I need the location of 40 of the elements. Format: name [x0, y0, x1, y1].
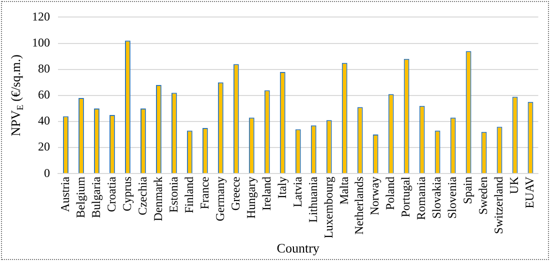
x-tick-label: Romania [414, 176, 428, 220]
x-tick-label: Croatia [104, 176, 118, 212]
x-tick-label: Bulgaria [88, 176, 103, 218]
x-tick-label: Norway [368, 176, 382, 216]
x-tick-label: Greece [228, 176, 242, 211]
x-tick-label: UK [507, 176, 522, 194]
y-tick-label: 80 [38, 62, 50, 76]
x-tick-label: Netherlands [352, 176, 366, 235]
x-tick-label: Ireland [259, 176, 274, 211]
x-tick-label: Slovenia [445, 176, 460, 219]
x-tick-label: Sweden [476, 176, 490, 215]
x-tick-label: Czechia [135, 176, 150, 216]
x-tick-label: Poland [383, 176, 398, 210]
x-tick-label: Switzerland [492, 176, 506, 234]
x-tick-label: Spain [460, 176, 475, 204]
y-axis-title: NPVE (€/sq.m.) [8, 54, 25, 136]
x-tick-label: Italy [274, 176, 289, 199]
x-tick-label: Estonia [166, 176, 180, 213]
x-tick-label: France [197, 176, 212, 210]
x-tick-label: Slovakia [430, 176, 444, 219]
x-axis-title: Country [276, 240, 320, 256]
x-tick-label: Portugal [398, 176, 413, 218]
x-tick-label: Denmark [150, 176, 165, 222]
y-tick-label: 20 [38, 140, 50, 154]
x-tick-label: Lithuania [306, 176, 320, 223]
x-tick-label: Cyprus [120, 176, 134, 212]
y-tick-label: 60 [38, 88, 50, 102]
x-tick-label: Malta [336, 176, 351, 205]
x-tick-label: Luxembourg [321, 176, 336, 238]
y-tick-label: 0 [44, 166, 50, 180]
y-tick-label: 120 [32, 9, 50, 24]
x-tick-label: Latvia [290, 176, 304, 208]
x-tick-label: Germany [212, 176, 227, 222]
x-tick-label: Hungary [244, 176, 258, 219]
y-tick-label: 40 [38, 114, 50, 128]
x-tick-label: Finland [182, 176, 196, 214]
x-tick-label: Austria [58, 176, 72, 212]
y-tick-label: 100 [32, 35, 50, 50]
x-tick-label: EUAV [522, 176, 537, 208]
x-tick-label: Belgium [73, 176, 88, 218]
